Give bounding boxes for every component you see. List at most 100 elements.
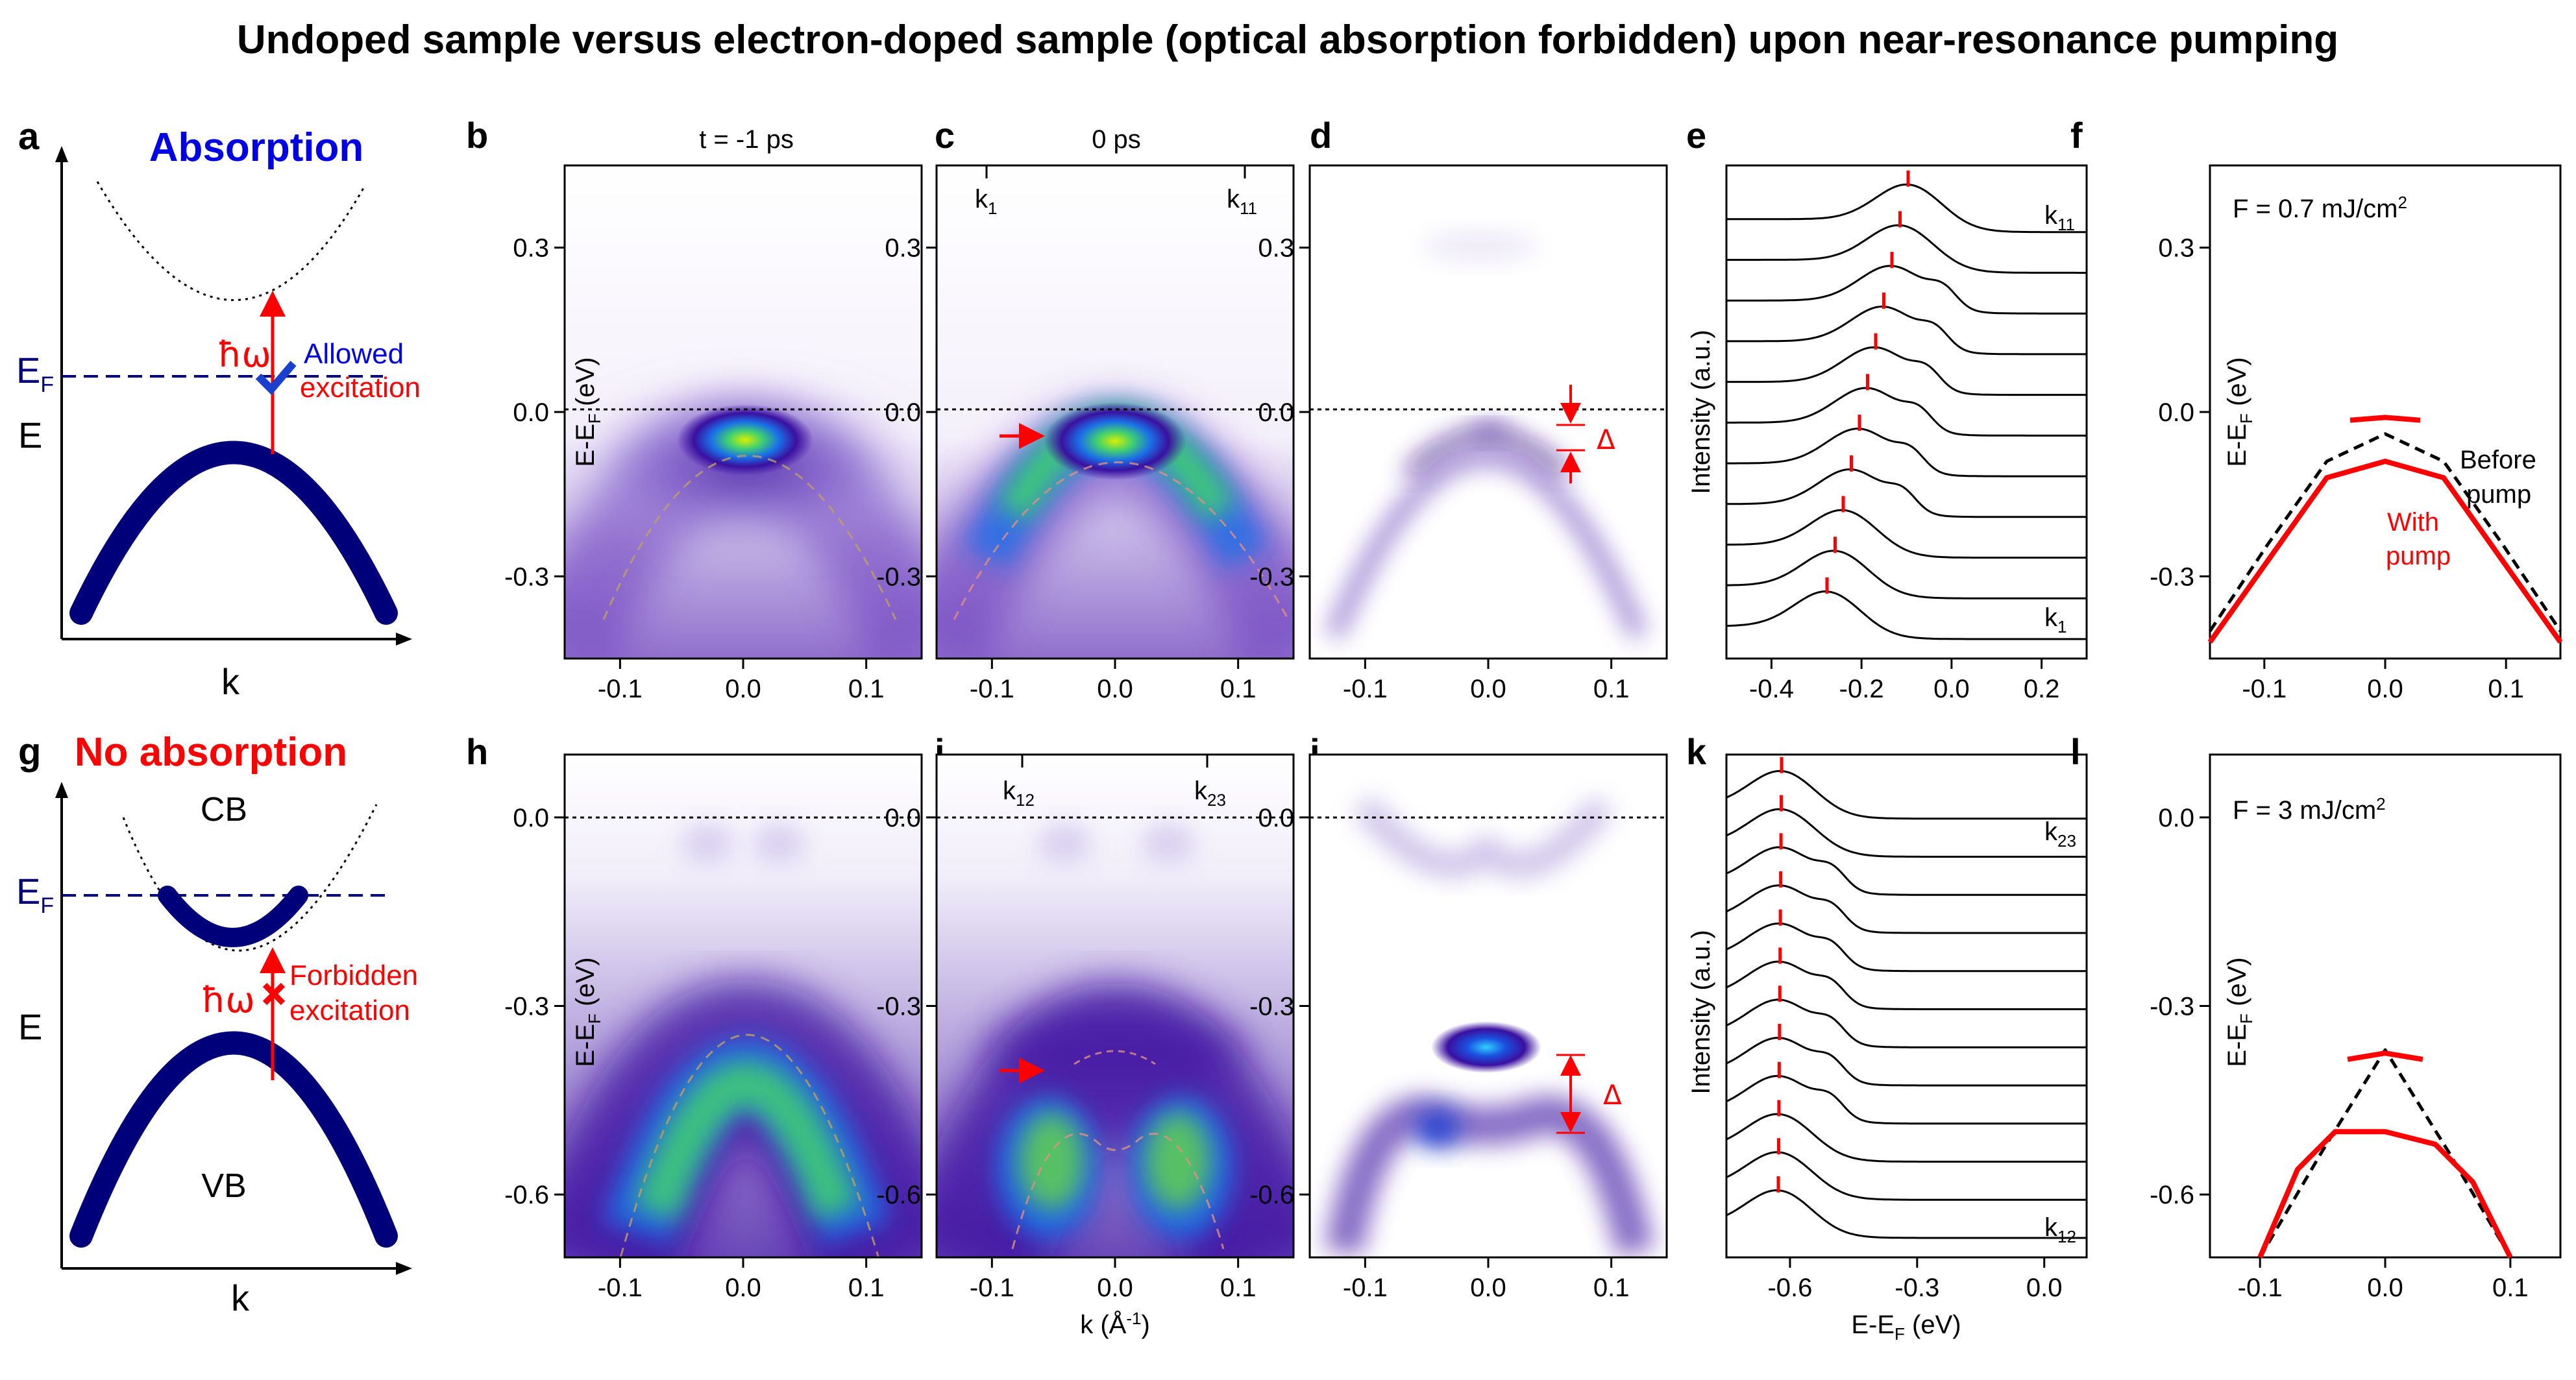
panel-e: e k11 k1 Intensity (a.u.) — [1686, 115, 2088, 660]
panel-l: l F = 3 mJ/cm2 E-EF (eV) — [2070, 731, 2562, 1259]
k-axis-tick-label: -0.1 — [2238, 1274, 2283, 1302]
k-axis-tick-label: 0.0 — [1097, 1274, 1133, 1302]
cb-label: CB — [201, 791, 247, 829]
k23-marker: k23 — [1194, 777, 1226, 810]
edc-curve — [1726, 265, 2087, 315]
valence-band — [69, 441, 398, 625]
energy-axis-tick-label: 0.0 — [513, 804, 549, 832]
energy-axis-tick-label: 0.2 — [2024, 675, 2060, 703]
k-axis-tick-label: 0.1 — [848, 675, 885, 703]
k-axis-tick-label: 0.0 — [1097, 675, 1133, 703]
k-label: k — [231, 1277, 250, 1318]
k-axis-tick-label: -0.1 — [598, 675, 643, 703]
e-label: E — [18, 415, 42, 455]
chart-f — [2207, 415, 2563, 644]
panel-letter: k — [1686, 731, 1707, 772]
panel-d: d Δ — [1308, 115, 1668, 660]
excitation-label: excitation — [289, 995, 410, 1026]
edc-curve — [1726, 1113, 2087, 1163]
before-pump-curve — [2208, 432, 2562, 633]
k-axis-tick-label: 0.1 — [1220, 675, 1257, 703]
delta-label: Δ — [1597, 424, 1615, 455]
edc-curve — [1726, 590, 2087, 640]
panel-g: g No absorption CB VB ħω Forbidden excit… — [16, 730, 418, 1318]
panel-letter: g — [18, 731, 41, 773]
with-pump-label-2: pump — [2386, 542, 2451, 570]
k-axis-tick-label: 0.0 — [1470, 675, 1506, 703]
plot-frame — [2209, 753, 2562, 1259]
with-pump-curve — [2207, 459, 2563, 644]
edc-curve — [1726, 1151, 2087, 1201]
energy-axis-tick-label: -0.3 — [876, 563, 921, 591]
conduction-band — [122, 804, 378, 952]
panel-f: f F = 0.7 mJ/cm2 Before pump With pump E… — [2070, 115, 2563, 660]
conduction-band — [96, 181, 365, 301]
e-label: E — [18, 1006, 42, 1047]
fluence-label: F = 3 mJ/cm2 — [2233, 794, 2386, 825]
edc-curve — [1726, 846, 2087, 896]
panel-letter: h — [466, 731, 488, 772]
k11-marker: k11 — [1227, 185, 1257, 218]
edc-curves — [1726, 170, 2087, 640]
energy-axis-tick-label: 0.0 — [2158, 804, 2194, 832]
before-pump-label: Before — [2460, 446, 2536, 474]
k-axis-tick-label: -0.1 — [1343, 675, 1388, 703]
top-k-label: k23 — [2044, 817, 2076, 851]
panel-heading: Absorption — [149, 125, 364, 170]
k-axis-tick-label: 0.1 — [1220, 1274, 1257, 1302]
edc-curve — [1726, 509, 2087, 559]
axis-ticks: -0.1 0.0 0.1 0.3 0.0 -0.3 -0.1 0.0 0.1 0.3 0.0 -0.3… — [504, 234, 2529, 1302]
before-pump-curve — [2258, 1048, 2512, 1259]
edc-curve — [1726, 550, 2087, 599]
energy-axis-tick-label: -0.3 — [1249, 563, 1294, 591]
energy-axis-tick-label: -0.6 — [876, 1181, 921, 1209]
chart-l — [2257, 1048, 2513, 1259]
edc-curve — [1726, 808, 2087, 858]
k-axis-tick-label: 0.0 — [725, 1274, 761, 1302]
edc-curve — [1726, 1189, 2087, 1239]
energy-axis-tick-label: 0.3 — [1258, 234, 1294, 263]
k-axis-tick-label: -0.1 — [970, 675, 1014, 703]
fluence-label: F = 0.7 mJ/cm2 — [2233, 193, 2407, 223]
energy-axis-tick-label: -0.3 — [1249, 993, 1294, 1021]
edc-curve — [1726, 884, 2087, 934]
y-axis-label: E-EF (eV) — [2223, 357, 2256, 466]
panel-a: a Absorption ħω Allowed excitation EF E … — [16, 115, 421, 702]
panel-letter: f — [2070, 115, 2083, 156]
energy-axis-tick-label: 0.0 — [1933, 675, 1970, 703]
photon-energy: ħω — [217, 334, 271, 375]
edc-curve — [1726, 999, 2087, 1048]
k-axis-tick-label: -0.1 — [598, 1274, 643, 1302]
edc-curve — [1726, 387, 2087, 437]
top-k-label: k11 — [2044, 201, 2075, 234]
edc-curve — [1726, 1037, 2087, 1087]
edc-curve — [1726, 346, 2087, 396]
energy-axis-tick-label: -0.3 — [876, 993, 921, 1021]
panel-letter: l — [2070, 731, 2081, 772]
energy-axis-tick-label: -0.3 — [1895, 1274, 1939, 1302]
filled-conduction-band — [158, 886, 308, 947]
plot-frame — [1725, 753, 2088, 1259]
vb-label: VB — [201, 1167, 246, 1205]
energy-axis-tick-label: -0.3 — [504, 563, 549, 591]
panel-j: j Δ — [1308, 731, 1668, 1259]
k-label: k — [221, 661, 240, 702]
panel-letter: b — [466, 115, 488, 156]
edc-curve — [1726, 1074, 2087, 1125]
bottom-k-label: k1 — [2044, 603, 2067, 636]
photon-energy: ħω — [201, 980, 255, 1021]
k-axis-tick-label: -0.1 — [970, 1274, 1014, 1302]
plot-frame — [2209, 164, 2562, 660]
k-axis-tick-label: 0.1 — [2492, 1274, 2529, 1302]
bottom-k-label: k12 — [2044, 1213, 2076, 1246]
k-axis-tick-label: 0.0 — [2367, 675, 2403, 703]
energy-axis-tick-label: -0.3 — [2150, 563, 2194, 591]
k-axis-tick-label: 0.1 — [1593, 675, 1630, 703]
x-axis-label: E-EF (eV) — [1851, 1311, 1961, 1344]
cross-icon — [262, 982, 286, 1006]
panel-letter: d — [1310, 115, 1332, 156]
y-axis-label: E-EF (eV) — [571, 357, 604, 466]
time-label: t = -1 ps — [699, 125, 794, 154]
ef-label: EF — [16, 350, 54, 397]
